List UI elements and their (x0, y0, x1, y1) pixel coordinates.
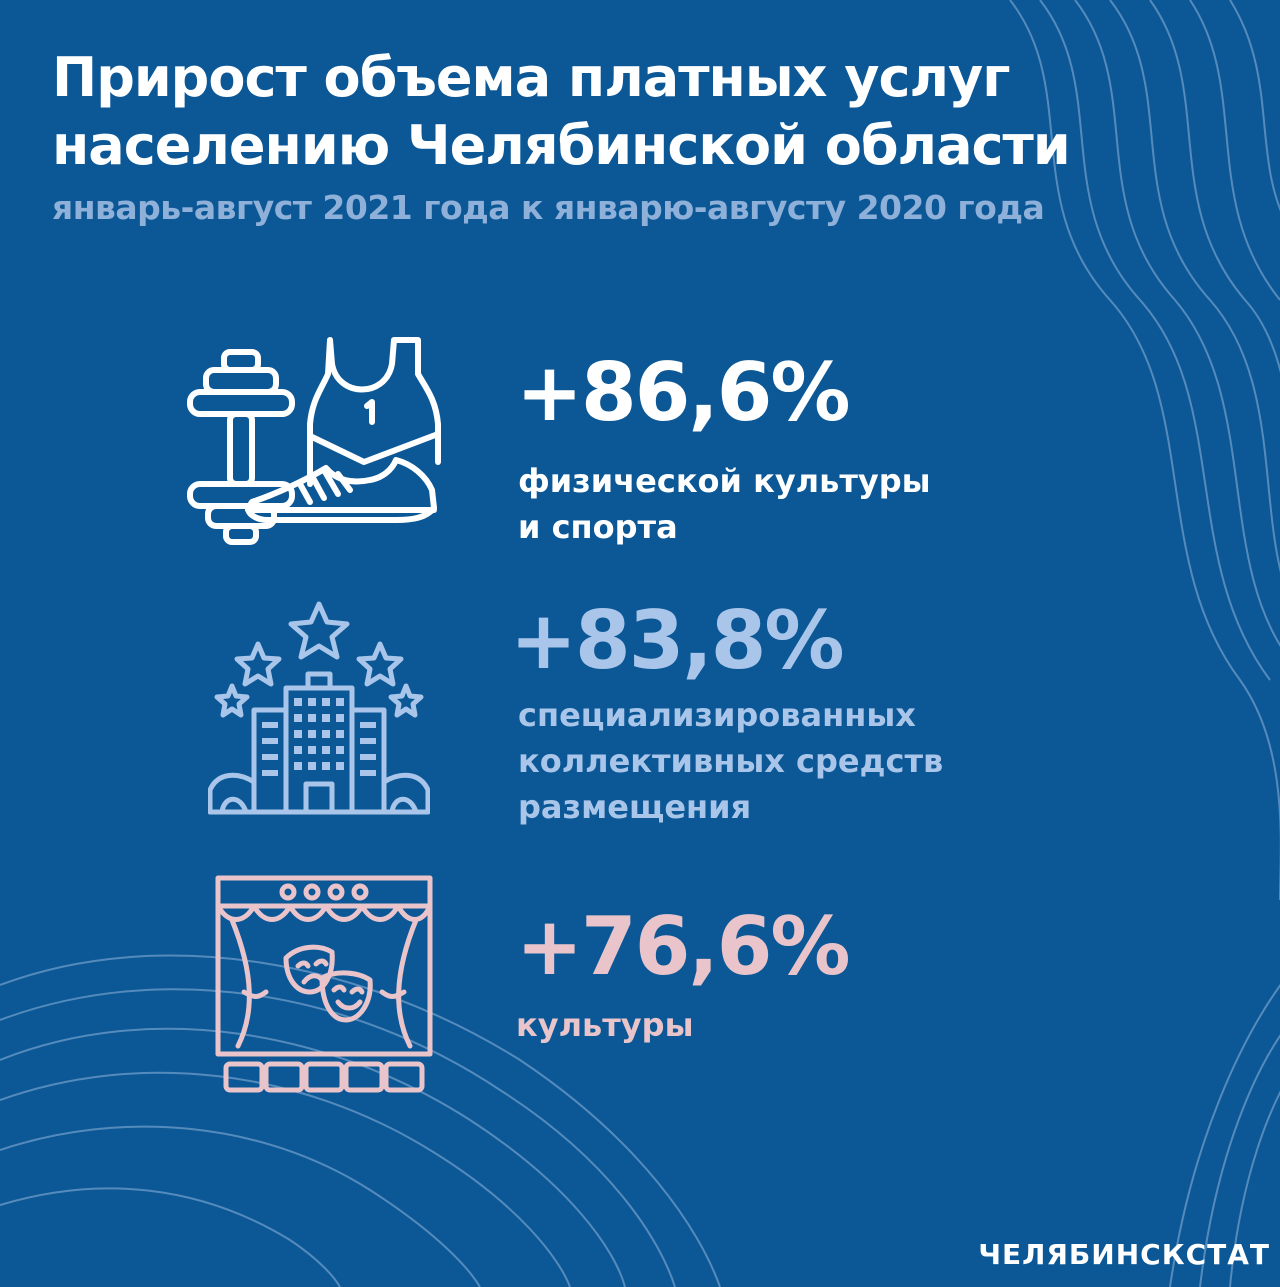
desc-hotel-line-2: коллективных средств (518, 742, 944, 780)
page-title: Прирост объема платных услуг населению Ч… (52, 44, 1071, 180)
desc-hotel: специализированных коллективных средств … (518, 692, 943, 830)
value-sports: +86,6% (516, 346, 851, 439)
hotel-icon (208, 601, 430, 815)
desc-hotel-line-1: специализированных (518, 696, 916, 734)
desc-sports-line-2: и спорта (518, 508, 678, 546)
page-subtitle: январь-август 2021 года к январю-августу… (52, 188, 1045, 227)
title-line-2: населению Челябинской области (52, 114, 1071, 177)
brand-logo-text: ЧЕЛЯБИНСКСТАТ (978, 1238, 1270, 1271)
sports-icon (187, 337, 441, 545)
desc-theater-line-1: культуры (516, 1006, 694, 1044)
value-hotel: +83,8% (510, 594, 845, 687)
title-line-1: Прирост объема платных услуг (52, 46, 1010, 109)
value-theater: +76,6% (516, 900, 851, 993)
desc-theater: культуры (516, 1002, 694, 1048)
desc-sports-line-1: физической культуры (518, 462, 931, 500)
desc-sports: физической культуры и спорта (518, 458, 931, 550)
desc-hotel-line-3: размещения (518, 788, 752, 826)
theater-icon (215, 875, 433, 1093)
